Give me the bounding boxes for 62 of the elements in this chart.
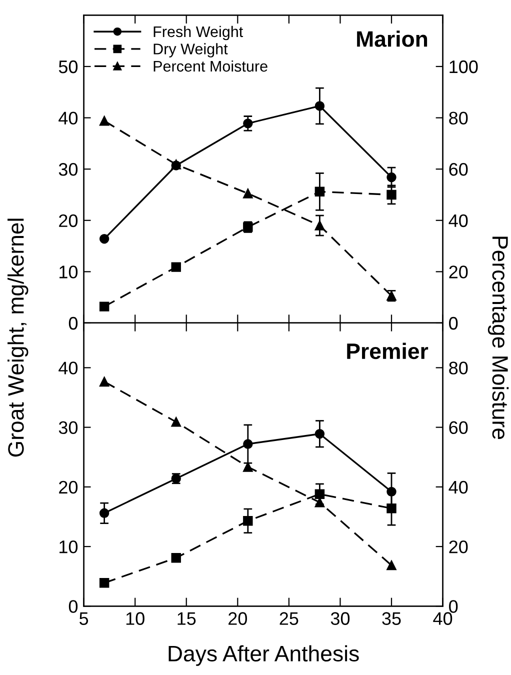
y-tick-label: 40	[58, 362, 78, 374]
x-tick-label: 10	[126, 612, 144, 625]
legend-label: Percent Moisture	[154, 60, 268, 72]
point	[243, 188, 253, 198]
point	[314, 429, 325, 439]
y2-tick-label: 60	[449, 421, 468, 434]
point	[314, 489, 325, 499]
y-axis-title: Groat Weight, mg/kernel	[8, 218, 28, 457]
text: Premier	[347, 342, 428, 360]
point	[99, 508, 110, 518]
x-tick-label: 40	[433, 612, 452, 625]
y2-tick-label: 60	[449, 163, 468, 176]
legend-label: Fresh Weight	[154, 26, 244, 40]
x-tick-label: 25	[280, 612, 298, 625]
legend-label: Dry Weight	[154, 43, 228, 58]
y-tick-label: 30	[58, 421, 78, 434]
point	[386, 486, 396, 497]
y2-tick-label: 20	[449, 540, 468, 554]
y-tick-label: 40	[58, 112, 78, 125]
y2-tick-label: 80	[449, 362, 468, 374]
y-tick-label: 20	[59, 480, 78, 494]
point	[314, 101, 325, 111]
point	[99, 234, 110, 244]
x-tick-label: 5	[80, 612, 88, 625]
point	[243, 118, 253, 128]
text: Marion	[357, 30, 428, 47]
point	[171, 417, 181, 427]
y2-tick-label: 40	[448, 214, 468, 228]
point	[171, 553, 181, 563]
point	[386, 172, 396, 182]
point	[386, 190, 396, 200]
x-tick-label: 30	[330, 612, 350, 625]
x-tick-label: 20	[228, 612, 247, 625]
point	[386, 504, 396, 514]
y-tick-label: 0	[68, 600, 78, 613]
point	[243, 516, 253, 526]
y2-tick-label: 80	[449, 112, 468, 125]
x-tick-label: 35	[382, 612, 401, 625]
point	[99, 116, 110, 126]
y-tick-label: 10	[60, 540, 78, 554]
point	[171, 262, 181, 272]
point	[314, 220, 325, 230]
point	[99, 578, 110, 588]
y-tick-label: 10	[60, 266, 78, 278]
y2-tick-label: 20	[449, 266, 468, 278]
x-tick-label: 15	[178, 612, 196, 625]
point	[243, 462, 253, 472]
point	[243, 439, 253, 449]
x-axis-title: Days After Anthesis	[168, 645, 359, 666]
y2-tick-label: 40	[448, 480, 468, 494]
y2-axis-title: Percentage Moisture	[488, 236, 509, 440]
point	[99, 376, 110, 387]
y2-tick-label: 0	[449, 316, 458, 330]
y-tick-label: 50	[58, 60, 78, 74]
point	[314, 186, 325, 197]
y2-tick-label: 100	[450, 60, 478, 74]
y-tick-label: 20	[59, 214, 78, 228]
y2-tick-label: 0	[449, 600, 458, 613]
y-tick-label: 30	[58, 163, 78, 176]
point	[99, 302, 110, 312]
y-tick-label: 0	[68, 316, 78, 330]
point	[386, 560, 396, 570]
